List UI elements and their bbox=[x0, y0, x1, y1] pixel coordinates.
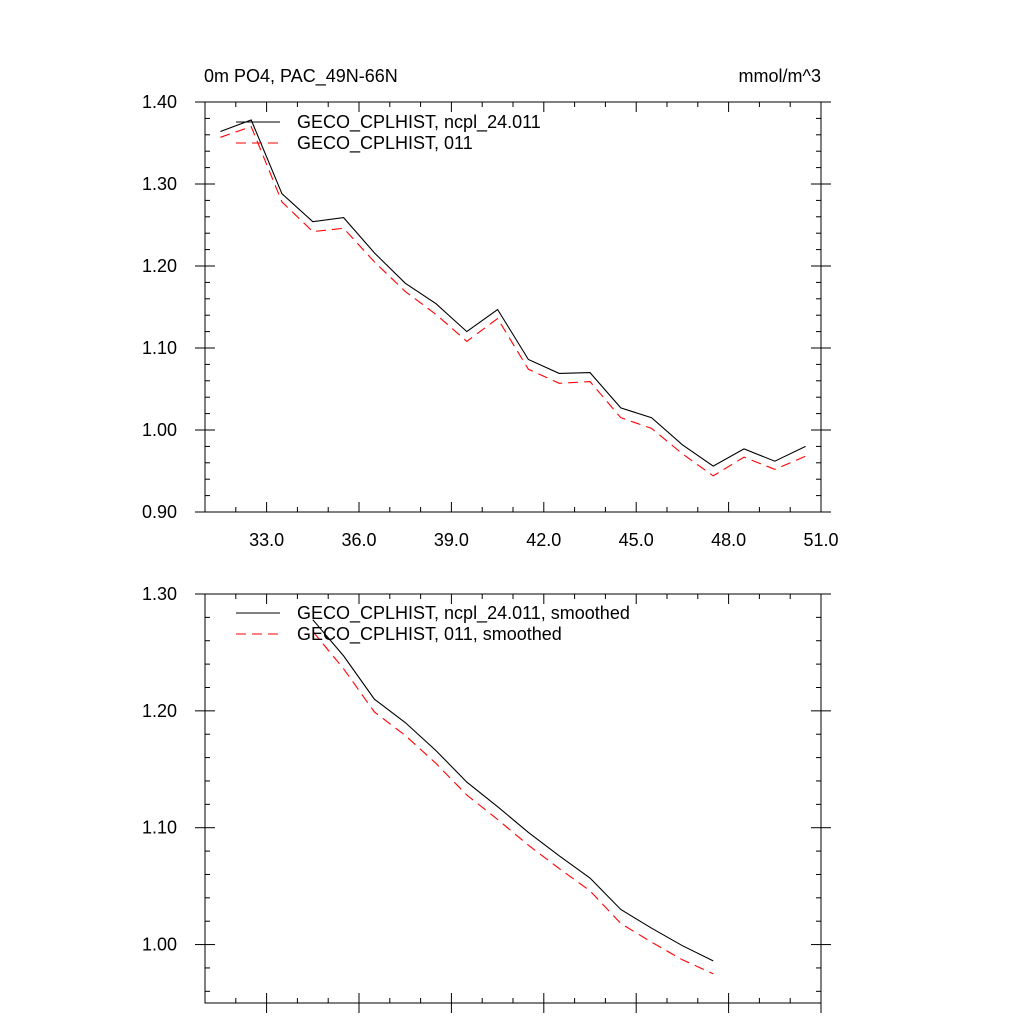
chart-units: mmol/m^3 bbox=[739, 66, 821, 86]
y-tick-label: 1.20 bbox=[142, 256, 177, 276]
y-tick-label: 1.40 bbox=[142, 92, 177, 112]
y-tick-label: 1.00 bbox=[142, 420, 177, 440]
x-tick-label: 42.0 bbox=[526, 530, 561, 550]
legend-label-1: GECO_CPLHIST, ncpl_24.011, smoothed bbox=[297, 603, 630, 624]
x-tick-label: 45.0 bbox=[619, 530, 654, 550]
legend-label-1: GECO_CPLHIST, ncpl_24.011 bbox=[297, 112, 541, 133]
x-tick-label: 36.0 bbox=[341, 530, 376, 550]
chart-title: 0m PO4, PAC_49N-66N bbox=[204, 66, 398, 87]
y-tick-label: 1.20 bbox=[142, 701, 177, 721]
x-tick-label: 51.0 bbox=[803, 530, 838, 550]
y-tick-label: 1.10 bbox=[142, 818, 177, 838]
legend-label-2: GECO_CPLHIST, 011 bbox=[297, 133, 473, 154]
top-panel: 33.0 36.0 39.0 42.0 45.0 48.0 51.0 0.90 1.00 1.10… bbox=[142, 92, 839, 550]
legend-label-2: GECO_CPLHIST, 011, smoothed bbox=[297, 624, 562, 645]
series-line-2 bbox=[220, 125, 806, 477]
x-tick-label: 39.0 bbox=[434, 530, 469, 550]
x-tick-label: 48.0 bbox=[711, 530, 746, 550]
y-tick-label: 0.90 bbox=[142, 502, 177, 522]
x-tick-label: 33.0 bbox=[249, 530, 284, 550]
y-tick-label: 1.30 bbox=[142, 174, 177, 194]
y-tick-label: 1.10 bbox=[142, 338, 177, 358]
series-line-2 bbox=[312, 631, 714, 975]
series-line-1 bbox=[312, 619, 714, 962]
bottom-panel: 1.00 1.10 1.20 1.30 GECO_CPLHIST, ncpl_24.01… bbox=[142, 584, 831, 1013]
plot-frame bbox=[204, 101, 822, 513]
series-line-1 bbox=[220, 119, 806, 467]
y-tick-label: 1.00 bbox=[142, 935, 177, 955]
plot-frame bbox=[204, 593, 822, 1004]
y-tick-label: 1.30 bbox=[142, 584, 177, 604]
